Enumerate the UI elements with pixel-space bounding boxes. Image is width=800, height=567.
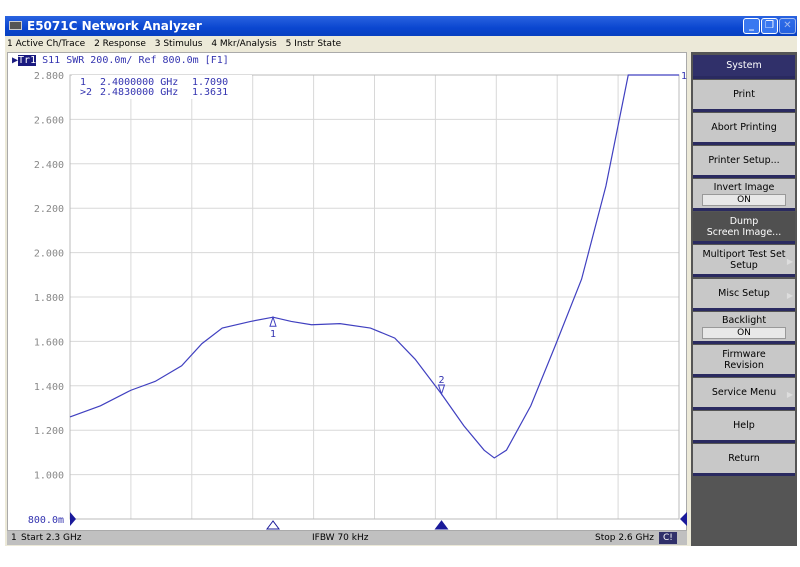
menu-bar: 1 Active Ch/Trace 2 Response 3 Stimulus … [5,36,797,52]
analyzer-window: E5071C Network Analyzer _ ❐ ✕ 1 Active C… [5,16,797,546]
softkey-printer-setup[interactable]: Printer Setup... [693,146,795,178]
softkey-label-line2: Setup [730,259,758,271]
softkey-label: Abort Printing [711,122,777,133]
marker-2-icon [437,384,446,396]
close-button[interactable]: ✕ [779,18,796,34]
softkey-label: Printer Setup... [708,155,780,166]
softkey-return[interactable]: Return [693,444,795,476]
softkey-label: Misc Setup [718,288,770,299]
trace-badge: Tr1 [18,55,37,66]
menu-mkr-analysis[interactable]: 4 Mkr/Analysis [211,39,277,49]
swr-plot[interactable]: 2.800 2.600 2.400 2.200 2.000 1.800 1.600 1.400… [8,53,688,532]
softkey-label: Help [733,420,755,431]
y-tick-label: 800.0m [28,515,64,526]
marker-value: 1.3631 [192,87,228,98]
y-tick-label: 2.000 [34,249,64,260]
softkey-label: System [726,60,762,71]
softkey-firmware[interactable]: Firmware Revision [693,345,795,377]
plot-border [69,74,680,520]
marker-1-icon [269,315,277,327]
chart-panel: ▶Tr1 S11 SWR 200.0m/ Ref 800.0m [F1] 2.8… [7,52,687,531]
marker-1-label: 1 [270,329,276,340]
softkey-dump[interactable]: Dump Screen Image... [693,212,795,244]
marker-1-position-icon[interactable] [266,520,280,530]
reference-level-left-icon [70,512,76,526]
submenu-arrow-icon: ▶ [786,256,793,266]
menu-stimulus[interactable]: 3 Stimulus [154,39,203,49]
softkey-label: Print [733,89,755,100]
channel-number: 1 [11,533,17,543]
marker-label: >2 [80,87,92,98]
trace-number-label: 1 [681,71,687,82]
window-title: E5071C Network Analyzer [27,19,202,33]
softkey-label-line2: Screen Image... [706,226,782,238]
softkey-label: Service Menu [711,387,777,398]
softkey-value: ON [702,193,786,206]
marker-freq: 2.4000000 GHz [100,77,178,88]
softkey-label-line2: Revision [724,359,764,371]
y-tick-label: 2.200 [34,204,64,215]
softkey-system[interactable]: System [693,55,795,79]
marker-value: 1.7090 [192,77,228,88]
softkey-service-menu[interactable]: Service Menu ▶ [693,378,795,410]
softkey-label: Backlight [721,314,767,326]
softkey-label: Multiport Test Set [702,248,786,260]
menu-instr-state[interactable]: 5 Instr State [285,39,342,49]
marker-readout-box [72,75,252,99]
title-bar: E5071C Network Analyzer _ ❐ ✕ [5,16,797,36]
softkey-print[interactable]: Print [693,80,795,112]
restore-button[interactable]: ❐ [761,18,778,34]
y-tick-label: 2.600 [34,115,64,126]
start-frequency[interactable]: Start 2.3 GHz [21,533,82,543]
marker-2-position-icon[interactable] [434,520,449,530]
y-tick-label: 2.800 [34,71,64,82]
softkey-backlight[interactable]: Backlight ON [693,312,795,344]
softkey-invert-image[interactable]: Invert Image ON [693,179,795,211]
y-tick-label: 1.400 [34,382,64,393]
menu-active-ch-trace[interactable]: 1 Active Ch/Trace [7,39,86,49]
marker-label: 1 [80,77,86,88]
softkey-multiport-test-set[interactable]: Multiport Test Set Setup ▶ [693,245,795,277]
ifbw[interactable]: IFBW 70 kHz [312,533,369,543]
y-tick-label: 1.600 [34,337,64,348]
reference-level-right-icon [680,512,687,526]
y-tick-label: 2.400 [34,160,64,171]
softkey-abort-printing[interactable]: Abort Printing [693,113,795,145]
app-icon [9,21,22,30]
status-bar: 1 Start 2.3 GHz IFBW 70 kHz Stop 2.6 GHz… [7,531,687,545]
y-tick-label: 1.200 [34,426,64,437]
softkey-label: Dump [729,215,759,227]
softkey-label: Invert Image [713,181,775,193]
active-trace-arrow-icon: ▶ [12,55,19,66]
trace-settings: S11 SWR 200.0m/ Ref 800.0m [F1] [42,55,229,66]
submenu-arrow-icon: ▶ [786,389,793,399]
softkey-label: Firmware [722,348,766,360]
calibration-status: C! [659,532,677,544]
minimize-button[interactable]: _ [743,18,760,34]
trace-header[interactable]: ▶Tr1 S11 SWR 200.0m/ Ref 800.0m [F1] [12,55,229,66]
softkey-panel: System Print Abort Printing Printer Setup..… [691,52,797,546]
swr-trace [69,74,679,459]
submenu-arrow-icon: ▶ [786,290,793,300]
stop-frequency[interactable]: Stop 2.6 GHz [595,533,654,543]
marker-2-label: 2 [438,375,444,386]
menu-response[interactable]: 2 Response [94,39,146,49]
softkey-misc-setup[interactable]: Misc Setup ▶ [693,279,795,311]
y-tick-label: 1.000 [34,471,64,482]
y-tick-label: 1.800 [34,293,64,304]
softkey-label: Return [728,453,760,464]
marker-freq: 2.4830000 GHz [100,87,178,98]
softkey-value: ON [702,326,786,339]
softkey-help[interactable]: Help [693,411,795,443]
